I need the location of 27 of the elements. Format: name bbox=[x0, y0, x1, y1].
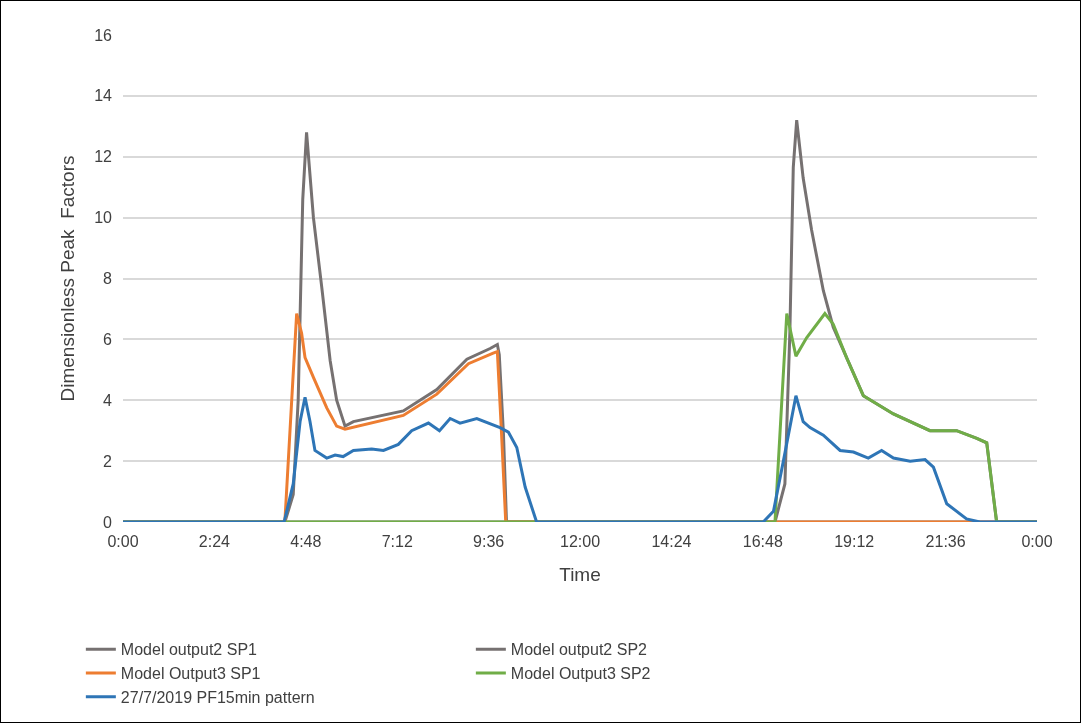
x-tick-label: 21:36 bbox=[925, 533, 966, 550]
x-tick-label: 2:24 bbox=[198, 533, 231, 550]
legend-label: Model output2 SP1 bbox=[120, 641, 258, 659]
y-tick-label: 2 bbox=[103, 452, 113, 470]
legend-label: 27/7/2019 PF15min pattern bbox=[120, 688, 315, 706]
x-tick-label: 16:48 bbox=[742, 533, 783, 550]
y-tick-label: 0 bbox=[103, 513, 113, 531]
x-tick-label: 12:00 bbox=[559, 533, 601, 550]
y-tick-label: 10 bbox=[94, 209, 113, 227]
y-axis-title: Dimensionless Peak Factors bbox=[57, 155, 79, 402]
legend-label: Model output2 SP2 bbox=[510, 641, 648, 659]
x-tick-label: 19:12 bbox=[834, 533, 875, 550]
x-tick-label: 9:36 bbox=[473, 533, 505, 550]
legend-label: Model Output3 SP1 bbox=[120, 665, 261, 683]
x-tick-label: 0:00 bbox=[107, 533, 139, 550]
y-tick-label: 14 bbox=[94, 87, 113, 105]
x-tick-label: 4:48 bbox=[290, 533, 322, 550]
y-tick-label: 6 bbox=[103, 330, 113, 348]
x-tick-label: 0:00 bbox=[1021, 533, 1053, 550]
x-axis-title: Time bbox=[559, 563, 601, 585]
y-tick-label: 12 bbox=[94, 148, 113, 166]
legend-label: Model Output3 SP2 bbox=[510, 665, 651, 683]
y-tick-label: 4 bbox=[103, 391, 113, 409]
y-tick-label: 16 bbox=[94, 26, 113, 44]
x-tick-label: 14:24 bbox=[651, 533, 692, 550]
y-tick-label: 8 bbox=[103, 270, 113, 288]
x-tick-label: 7:12 bbox=[381, 533, 413, 550]
